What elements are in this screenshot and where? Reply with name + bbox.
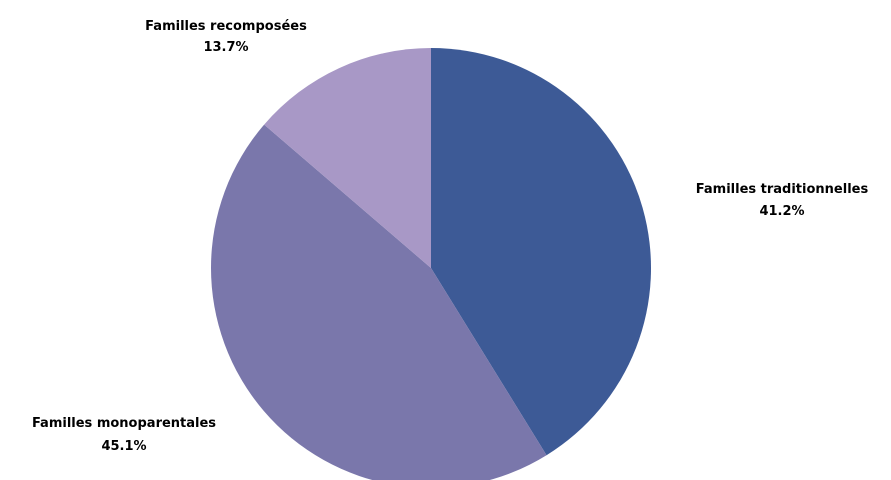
pie-slice-0 (431, 48, 652, 456)
pie-slice-2 (264, 48, 431, 268)
label-familles-traditionnelles: Familles traditionnelles 41.2% (696, 182, 869, 219)
label-familles-monoparentales: Familles monoparentales 45.1% (32, 416, 216, 454)
slice-label-name: Familles traditionnelles (696, 182, 869, 197)
label-familles-recomposees: Familles recomposées 13.7% (145, 19, 307, 55)
pie-slice-1 (211, 124, 547, 480)
pie-slices (211, 48, 652, 480)
slice-label-value: 41.2% (759, 204, 804, 219)
slice-label-name: Familles monoparentales (32, 416, 216, 431)
slice-label-value: 45.1% (101, 439, 146, 454)
slice-label-value: 13.7% (203, 40, 248, 55)
slice-label-name: Familles recomposées (145, 19, 307, 34)
